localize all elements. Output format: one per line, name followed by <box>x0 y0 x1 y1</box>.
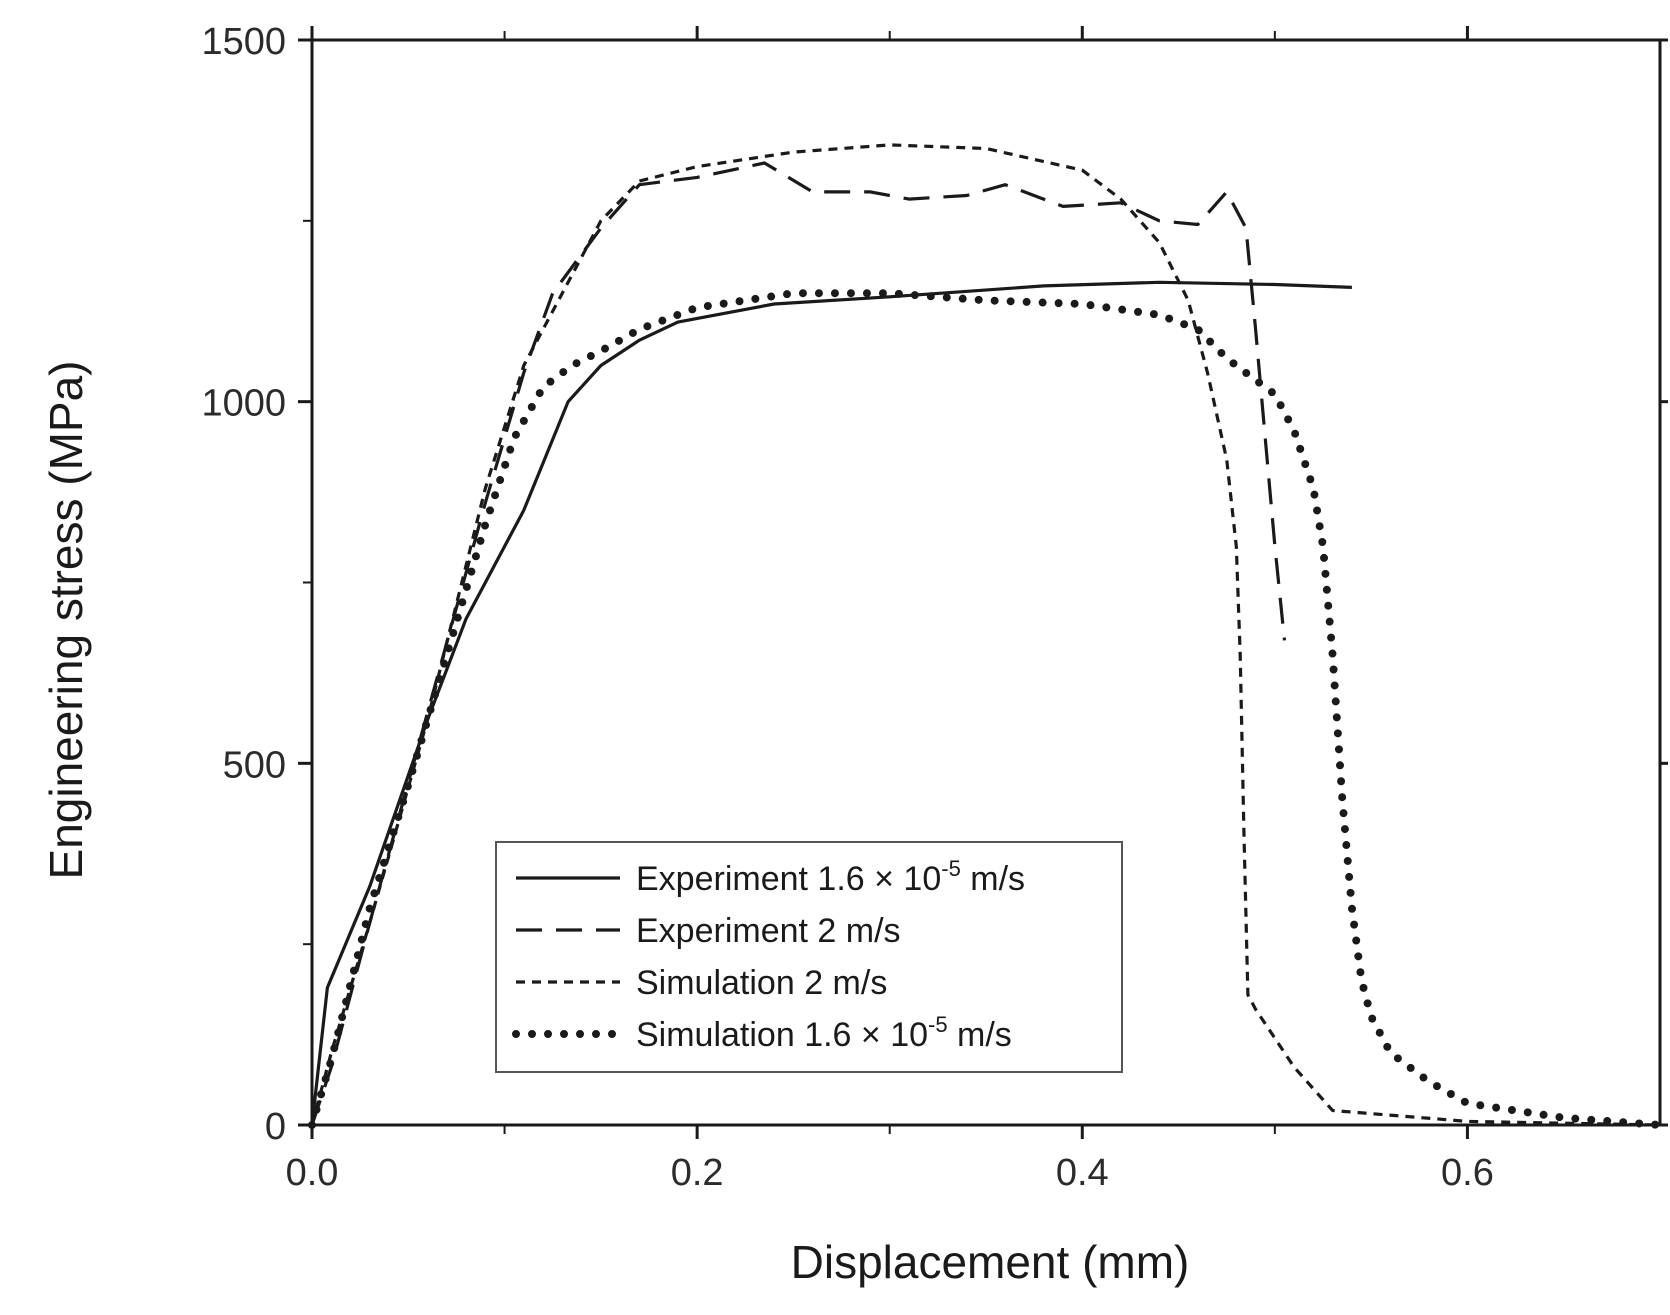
x-tick-label: 0.2 <box>671 1152 724 1194</box>
legend-label-suffix: m/s <box>948 1016 1012 1054</box>
series-line-1 <box>310 280 1352 1126</box>
y-tick-label: 0 <box>265 1106 286 1148</box>
x-axis-label: Displacement (mm) <box>791 1236 1190 1288</box>
legend-box <box>495 841 1123 1073</box>
legend-label-2: Experiment 2 m/s <box>636 912 901 950</box>
legend-label-suffix: m/s <box>961 860 1025 898</box>
y-tick-label: 1500 <box>201 21 286 63</box>
series-line-3 <box>310 143 1661 1127</box>
series-group <box>308 143 1664 1129</box>
legend-label-superscript: -5 <box>928 1012 948 1037</box>
legend-label-4: Simulation 1.6 × 10-5 m/s <box>636 1012 1012 1054</box>
legend-label-superscript: -5 <box>941 856 961 881</box>
series-line-4 <box>308 289 1664 1129</box>
legend-label-text: Simulation 2 m/s <box>636 964 887 1002</box>
y-tick-label: 1000 <box>201 383 286 425</box>
legend-label-3: Simulation 2 m/s <box>636 964 887 1002</box>
x-tick-label: 0.6 <box>1441 1152 1494 1194</box>
series-line-2 <box>310 161 1287 1126</box>
y-axis-label: Engineering stress (MPa) <box>40 361 92 880</box>
legend-label-text: Experiment 2 m/s <box>636 912 901 950</box>
y-tick-label: 500 <box>223 744 286 786</box>
legend-label-text: Experiment 1.6 × 10 <box>636 860 941 898</box>
axes: 0.0 0.2 0.4 0.6 0 500 1000 1500 <box>201 21 1668 1194</box>
x-tick-label: 0.0 <box>286 1152 339 1194</box>
legend-label-1: Experiment 1.6 × 10-5 m/s <box>636 856 1025 898</box>
x-tick-label: 0.4 <box>1056 1152 1109 1194</box>
legend-label-text: Simulation 1.6 × 10 <box>636 1016 928 1054</box>
